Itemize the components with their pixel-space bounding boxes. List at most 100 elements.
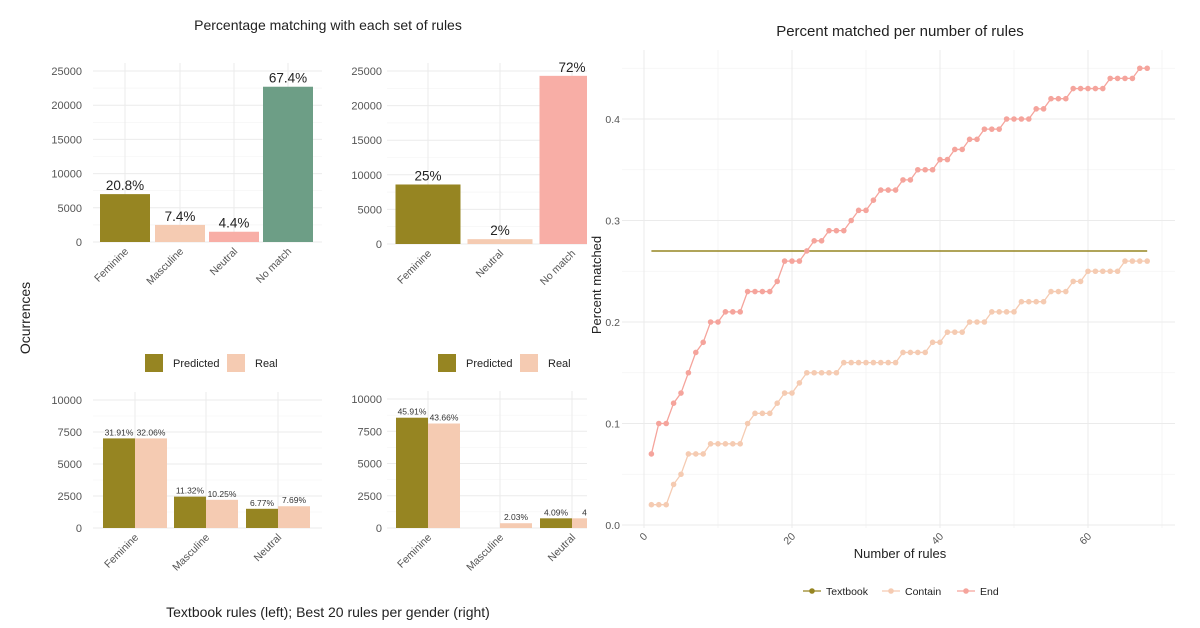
data-point-end: [929, 166, 936, 173]
data-point-end: [885, 187, 891, 193]
data-point-end: [1100, 85, 1106, 92]
data-point-contain: [826, 369, 832, 376]
bar-neutral: [209, 231, 259, 242]
x-tick-label: Neutral: [546, 532, 578, 564]
data-point-end: [678, 390, 684, 396]
x-tick-label: Feminine: [395, 248, 434, 287]
data-point-contain: [952, 329, 958, 335]
data-point-contain: [1070, 278, 1076, 285]
bar-chart-1: 20.8% 7.4% 4.4% 67.4% Feminine Masculine Neutr…: [92, 63, 322, 288]
data-point-end: [907, 177, 914, 183]
y-tick-label: 10000: [51, 169, 82, 181]
data-point-end: [989, 126, 995, 132]
data-point-contain: [878, 359, 884, 366]
data-point-end: [1055, 95, 1062, 102]
bar-chart-4: 45.91% 4.09% 43.66% 2.03% 4.1 Feminine Masculi…: [387, 391, 594, 574]
y-tick-label: 5000: [358, 204, 382, 216]
data-point-end: [693, 349, 699, 356]
data-point-contain: [1137, 258, 1143, 264]
x-tick-label: 40: [929, 531, 946, 548]
data-point-end: [1070, 85, 1076, 92]
data-point-contain: [648, 501, 655, 508]
y-tick-label: 0: [76, 237, 82, 249]
bar-chart-2: 25% 2% 72% Feminine Neutral No match: [387, 60, 587, 288]
bar-data-label: 4.09%: [544, 507, 569, 517]
data-point-contain: [833, 369, 840, 376]
legend-key-point: [963, 588, 969, 594]
bar-data-label: 4.1: [582, 507, 594, 517]
data-point-contain: [759, 410, 766, 417]
y-tick-label: 5000: [58, 203, 82, 215]
data-point-end: [974, 136, 980, 143]
data-point-end: [730, 309, 736, 315]
legend-key-predicted: [145, 354, 163, 372]
bar-feminine: [395, 184, 461, 244]
series-line-end: [650, 67, 1148, 455]
bar-data-label: 2.03%: [504, 512, 529, 522]
data-point-end: [826, 227, 832, 234]
y-tick-label: 25000: [51, 66, 82, 78]
data-point-contain: [722, 441, 729, 447]
y-tick-label: 0: [376, 239, 382, 251]
data-point-contain: [1003, 309, 1010, 315]
legend-key-point: [809, 588, 815, 594]
bar-data-label: 7.69%: [282, 495, 307, 505]
x-tick-label: Masculine: [464, 532, 506, 574]
data-point-contain: [1048, 288, 1054, 295]
data-point-end: [1040, 106, 1047, 112]
data-point-contain: [1018, 298, 1025, 305]
bar-real: [500, 523, 532, 528]
y-tick-label: 0: [376, 523, 382, 535]
data-point-contain: [1114, 268, 1121, 275]
legend-label: Predicted: [173, 358, 219, 370]
y-tick-label: 0.2: [605, 317, 620, 329]
bar-data-label: 11.32%: [176, 486, 205, 496]
bar-real: [572, 518, 587, 528]
y-tick-label: 15000: [51, 134, 82, 146]
bar-predicted: [540, 518, 572, 528]
data-point-end: [700, 339, 706, 346]
x-tick-label: Neutral: [252, 532, 284, 564]
bar-real: [278, 506, 310, 528]
data-point-end: [1063, 95, 1069, 102]
data-point-contain: [1107, 268, 1113, 275]
data-point-contain: [670, 481, 677, 488]
data-point-end: [759, 288, 766, 295]
data-point-end: [870, 197, 877, 203]
data-point-contain: [848, 359, 854, 366]
data-point-contain: [922, 349, 928, 356]
bar-real: [135, 438, 167, 528]
x-tick-label: Neutral: [208, 246, 240, 278]
data-point-end: [848, 217, 854, 224]
data-point-contain: [656, 501, 662, 508]
legend-label: Textbook: [826, 586, 869, 598]
data-point-contain: [892, 359, 899, 366]
data-point-end: [767, 288, 773, 295]
data-point-end: [789, 258, 795, 264]
data-point-end: [648, 451, 655, 457]
data-point-end: [1122, 75, 1128, 82]
data-point-contain: [1129, 258, 1136, 264]
data-point-contain: [715, 441, 721, 447]
data-point-contain: [966, 319, 973, 325]
data-point-end: [1129, 75, 1136, 82]
data-point-end: [715, 319, 721, 325]
y-tick-label: 5000: [358, 459, 382, 471]
legend-label: Real: [255, 358, 278, 370]
x-tick-label: Feminine: [395, 532, 434, 571]
y-tick-label: 0: [76, 523, 82, 535]
data-point-contain: [678, 471, 684, 478]
data-point-contain: [1063, 288, 1069, 295]
legend-label: Real: [548, 358, 571, 370]
data-point-end: [656, 420, 662, 427]
data-point-contain: [767, 410, 773, 417]
bar-predicted: [246, 508, 278, 528]
data-point-end: [937, 156, 943, 163]
x-tick-label: 20: [781, 531, 798, 548]
x-tick-label: Feminine: [102, 532, 141, 571]
data-point-end: [1018, 116, 1025, 122]
bar-real: [428, 423, 460, 528]
data-point-contain: [944, 329, 951, 335]
x-tick-label: 0: [638, 531, 651, 544]
bar-neutral: [467, 239, 533, 244]
